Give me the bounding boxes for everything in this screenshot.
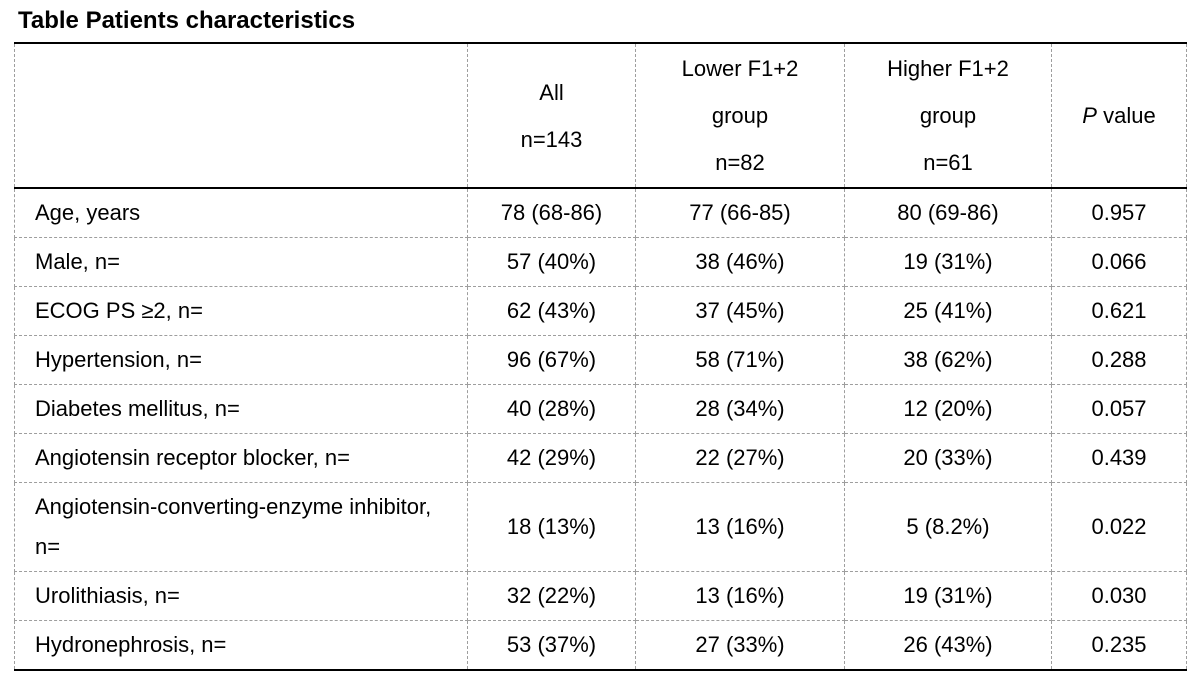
header-row: All n=143 Lower F1+2 group n=82 Higher F… bbox=[14, 42, 1187, 189]
value-cell-pvalue: 0.057 bbox=[1051, 384, 1187, 434]
value-cell-higher: 5 (8.2%) bbox=[844, 482, 1052, 572]
value-cell-pvalue: 0.621 bbox=[1051, 286, 1187, 336]
header-line: n=82 bbox=[715, 150, 765, 175]
value-cell-lower: 13 (16%) bbox=[635, 571, 845, 621]
header-line: group bbox=[919, 103, 977, 128]
value-cell-pvalue: 0.235 bbox=[1051, 620, 1187, 671]
table-row: Hydronephrosis, n= 53 (37%) 27 (33%) 26 (43… bbox=[14, 620, 1187, 671]
table-row: Angiotensin receptor blocker, n= 42 (29%)… bbox=[14, 433, 1187, 483]
header-line: n=143 bbox=[520, 126, 583, 152]
value-cell-all: 78 (68-86) bbox=[467, 187, 636, 238]
value-cell-pvalue: 0.288 bbox=[1051, 335, 1187, 385]
value-cell-lower: 22 (27%) bbox=[635, 433, 845, 483]
value-cell-lower: 37 (45%) bbox=[635, 286, 845, 336]
row-label-cell: Hypertension, n= bbox=[14, 335, 468, 385]
value-cell-all: 62 (43%) bbox=[467, 286, 636, 336]
table-row: Diabetes mellitus, n= 40 (28%) 28 (34%) 12 … bbox=[14, 384, 1187, 434]
value-cell-all: 32 (22%) bbox=[467, 571, 636, 621]
column-header-all: All n=143 bbox=[467, 42, 636, 189]
value-cell-higher: 19 (31%) bbox=[844, 571, 1052, 621]
value-cell-higher: 38 (62%) bbox=[844, 335, 1052, 385]
header-line: All bbox=[539, 79, 564, 105]
value-cell-all: 18 (13%) bbox=[467, 482, 636, 572]
value-cell-all: 53 (37%) bbox=[467, 620, 636, 671]
value-cell-all: 40 (28%) bbox=[467, 384, 636, 434]
pvalue-label-rest: value bbox=[1096, 103, 1156, 128]
table-row: Urolithiasis, n= 32 (22%) 13 (16%) 19 (31%)… bbox=[14, 571, 1187, 621]
column-header-higher-group: Higher F1+2 group n=61 bbox=[844, 42, 1052, 189]
patients-characteristics-table: All n=143 Lower F1+2 group n=82 Higher F… bbox=[14, 42, 1187, 671]
table-row: Hypertension, n= 96 (67%) 58 (71%) 38 (62%)… bbox=[14, 335, 1187, 385]
table-row: Male, n= 57 (40%) 38 (46%) 19 (31%) 0.066 bbox=[14, 237, 1187, 287]
table-row: ECOG PS ≥2, n= 62 (43%) 37 (45%) 25 (41%) 0.… bbox=[14, 286, 1187, 336]
value-cell-lower: 77 (66-85) bbox=[635, 187, 845, 238]
value-cell-higher: 80 (69-86) bbox=[844, 187, 1052, 238]
table-title: Table Patients characteristics bbox=[18, 7, 356, 34]
row-label-cell: Age, years bbox=[14, 187, 468, 238]
header-line: Lower F1+2 bbox=[681, 56, 799, 81]
table-row: Angiotensin-converting-enzyme inhibitor,… bbox=[14, 482, 1187, 572]
value-cell-higher: 19 (31%) bbox=[844, 237, 1052, 287]
value-cell-higher: 25 (41%) bbox=[844, 286, 1052, 336]
value-cell-pvalue: 0.439 bbox=[1051, 433, 1187, 483]
value-cell-lower: 27 (33%) bbox=[635, 620, 845, 671]
value-cell-pvalue: 0.030 bbox=[1051, 571, 1187, 621]
row-label-cell: Male, n= bbox=[14, 237, 468, 287]
row-label-cell: Hydronephrosis, n= bbox=[14, 620, 468, 671]
row-label-cell: Angiotensin receptor blocker, n= bbox=[14, 433, 468, 483]
header-line: n=61 bbox=[923, 150, 973, 175]
header-line: group bbox=[711, 103, 769, 128]
header-stub-cell bbox=[14, 42, 468, 189]
pvalue-italic-p: P bbox=[1082, 103, 1097, 128]
value-cell-pvalue: 0.022 bbox=[1051, 482, 1187, 572]
row-label-cell: Diabetes mellitus, n= bbox=[14, 384, 468, 434]
value-cell-higher: 20 (33%) bbox=[844, 433, 1052, 483]
table-row: Age, years 78 (68-86) 77 (66-85) 80 (69-86)… bbox=[14, 187, 1187, 238]
value-cell-lower: 38 (46%) bbox=[635, 237, 845, 287]
value-cell-higher: 12 (20%) bbox=[844, 384, 1052, 434]
value-cell-lower: 28 (34%) bbox=[635, 384, 845, 434]
value-cell-lower: 58 (71%) bbox=[635, 335, 845, 385]
value-cell-pvalue: 0.957 bbox=[1051, 187, 1187, 238]
column-header-lower-group: Lower F1+2 group n=82 bbox=[635, 42, 845, 189]
value-cell-pvalue: 0.066 bbox=[1051, 237, 1187, 287]
header-line: Higher F1+2 bbox=[887, 56, 1009, 81]
row-label-cell: ECOG PS ≥2, n= bbox=[14, 286, 468, 336]
row-label-cell: Angiotensin-converting-enzyme inhibitor,… bbox=[14, 482, 468, 572]
value-cell-all: 42 (29%) bbox=[467, 433, 636, 483]
value-cell-lower: 13 (16%) bbox=[635, 482, 845, 572]
value-cell-all: 96 (67%) bbox=[467, 335, 636, 385]
value-cell-all: 57 (40%) bbox=[467, 237, 636, 287]
row-label-cell: Urolithiasis, n= bbox=[14, 571, 468, 621]
column-header-pvalue: P value bbox=[1051, 42, 1187, 189]
value-cell-higher: 26 (43%) bbox=[844, 620, 1052, 671]
